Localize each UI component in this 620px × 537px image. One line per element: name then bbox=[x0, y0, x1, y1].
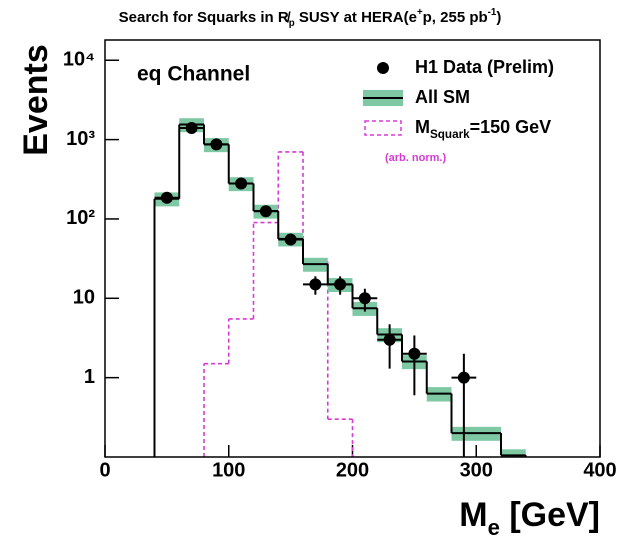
data-point bbox=[235, 177, 248, 190]
uncertainty-band bbox=[501, 449, 526, 457]
legend-label: MSquark=150 GeV bbox=[415, 117, 551, 141]
chart-title-part: p, 255 pb bbox=[423, 9, 488, 26]
y-tick-label: 10⁴ bbox=[63, 49, 95, 71]
x-tick-label: 100 bbox=[212, 459, 245, 481]
data-point bbox=[408, 347, 421, 360]
data-point bbox=[457, 371, 470, 384]
legend-label: All SM bbox=[415, 87, 470, 107]
legend-label: H1 Data (Prelim) bbox=[415, 57, 554, 77]
x-tick-label: 0 bbox=[99, 459, 110, 481]
data-point bbox=[185, 122, 198, 135]
annotation: eq Channel bbox=[137, 63, 250, 86]
x-tick-label: 400 bbox=[583, 459, 616, 481]
chart-title-part: Search for Squarks in R̸ bbox=[119, 9, 291, 26]
legend-marker bbox=[377, 62, 389, 74]
y-tick-label: 1 bbox=[84, 366, 95, 388]
data-point bbox=[383, 333, 396, 346]
data-point bbox=[309, 278, 322, 291]
data-point bbox=[210, 138, 223, 151]
x-tick-label: 300 bbox=[460, 459, 493, 481]
plot-frame bbox=[104, 39, 601, 458]
y-tick-label: 10 bbox=[73, 287, 95, 309]
legend-label-part: M bbox=[415, 117, 430, 137]
x-axis-label-part: [GeV] bbox=[500, 496, 600, 534]
chart-title-part: SUSY at HERA(e bbox=[295, 9, 417, 26]
chart-title: Search for Squarks in R̸p SUSY at HERA(e… bbox=[119, 7, 502, 29]
y-tick-label: 10² bbox=[66, 207, 95, 229]
legend-swatch bbox=[364, 120, 402, 136]
x-axis-label: Me [GeV] bbox=[459, 496, 600, 537]
legend-label-part: Squark bbox=[430, 128, 470, 141]
chart-title-part: p bbox=[289, 18, 295, 29]
data-point bbox=[259, 205, 272, 218]
x-axis-label-part: e bbox=[488, 515, 500, 537]
data-point bbox=[334, 278, 347, 291]
data-point bbox=[358, 292, 371, 305]
y-axis-label: Events bbox=[17, 44, 55, 156]
chart-title-part: ) bbox=[496, 9, 501, 26]
x-axis-label-part: M bbox=[459, 496, 487, 534]
y-tick-label: 10³ bbox=[66, 128, 95, 150]
data-point bbox=[284, 233, 297, 246]
x-tick-label: 200 bbox=[336, 459, 369, 481]
data-point bbox=[160, 191, 173, 204]
chart-title-part: -1 bbox=[488, 7, 497, 18]
chart-title-part: + bbox=[417, 7, 423, 18]
legend-note: (arb. norm.) bbox=[385, 152, 446, 164]
legend-label-part: =150 GeV bbox=[470, 117, 552, 137]
